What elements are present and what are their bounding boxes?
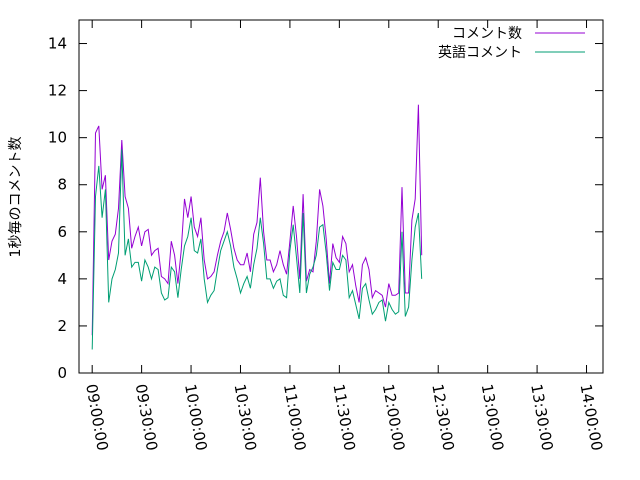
legend-label: コメント数: [452, 26, 522, 42]
x-tick-label: 10:00:00: [181, 383, 210, 452]
y-tick-label: 12: [48, 82, 67, 100]
y-tick-label: 4: [57, 270, 67, 288]
x-tick-label: 14:00:00: [577, 383, 606, 452]
x-tick-label: 11:30:00: [329, 383, 358, 452]
series-line-0: [91, 104, 423, 336]
series-layer: [91, 104, 423, 350]
x-tick-label: 13:00:00: [478, 383, 507, 452]
y-axis: 0 2 4 6 8 10 12 14: [48, 35, 603, 382]
y-axis-label: 1秒毎のコメント数: [8, 137, 24, 258]
x-tick-label: 12:00:00: [379, 383, 408, 452]
series-line-1: [91, 149, 423, 350]
legend-label: 英語コメント: [438, 44, 522, 61]
y-tick-label: 6: [57, 223, 67, 241]
x-tick-label: 12:30:00: [428, 383, 457, 452]
x-axis: 09:00:00 09:30:00 10:00:00 10:30:00 11:00:00…: [82, 20, 606, 452]
y-tick-label: 14: [48, 35, 67, 53]
x-tick-label: 13:30:00: [527, 383, 556, 452]
x-tick-label: 09:30:00: [132, 383, 161, 452]
x-tick-label: 11:00:00: [280, 383, 309, 452]
y-tick-label: 10: [48, 129, 67, 147]
y-tick-label: 8: [57, 176, 67, 194]
plot-border: [78, 19, 604, 374]
x-tick-label: 10:30:00: [231, 383, 260, 452]
x-tick-label: 09:00:00: [82, 383, 111, 452]
plot-frame: [78, 19, 604, 374]
y-tick-label: 0: [57, 364, 67, 382]
y-tick-label: 2: [57, 317, 67, 335]
